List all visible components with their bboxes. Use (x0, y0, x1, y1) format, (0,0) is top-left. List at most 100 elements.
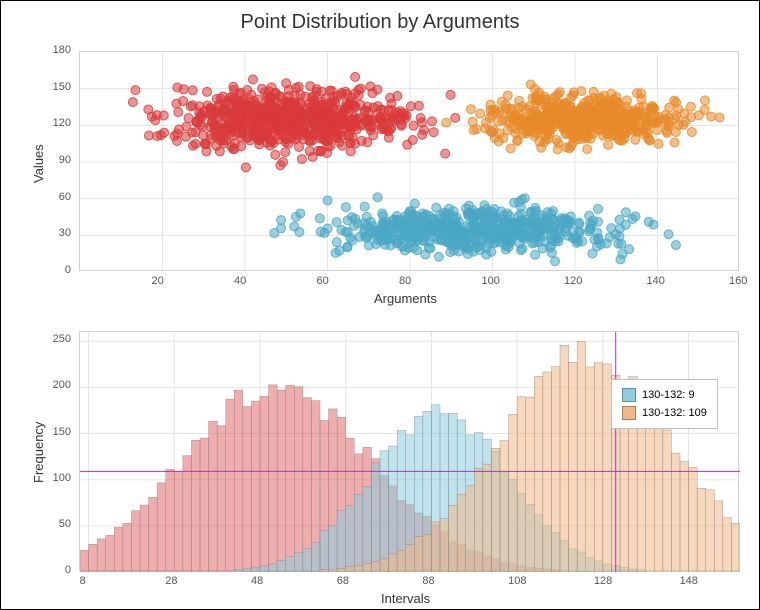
histogram-bar[interactable] (346, 506, 355, 572)
scatter-point[interactable] (471, 225, 480, 234)
scatter-point[interactable] (616, 136, 625, 145)
scatter-point[interactable] (247, 121, 256, 130)
scatter-point[interactable] (224, 97, 233, 106)
histogram-bar[interactable] (363, 487, 372, 572)
scatter-point[interactable] (534, 228, 543, 237)
scatter-point[interactable] (604, 118, 613, 127)
scatter-point[interactable] (604, 140, 613, 149)
scatter-point[interactable] (616, 255, 625, 264)
scatter-point[interactable] (446, 248, 455, 257)
scatter-point[interactable] (253, 95, 262, 104)
scatter-point[interactable] (707, 112, 716, 121)
scatter-point[interactable] (188, 141, 197, 150)
scatter-point[interactable] (567, 142, 576, 151)
scatter-point[interactable] (540, 92, 549, 101)
scatter-point[interactable] (527, 208, 536, 217)
histogram-bar[interactable] (303, 549, 312, 572)
histogram-bar[interactable] (277, 560, 286, 572)
scatter-point[interactable] (256, 118, 265, 127)
scatter-point[interactable] (297, 155, 306, 164)
histogram-bar[interactable] (329, 569, 338, 572)
scatter-point[interactable] (662, 128, 671, 137)
scatter-point[interactable] (508, 221, 517, 230)
scatter-point[interactable] (451, 113, 460, 122)
scatter-point[interactable] (574, 218, 583, 227)
scatter-point[interactable] (596, 240, 605, 249)
scatter-point[interactable] (642, 114, 651, 123)
histogram-bar[interactable] (474, 468, 483, 572)
scatter-point[interactable] (476, 236, 485, 245)
histogram-bar[interactable] (466, 486, 475, 572)
legend-item[interactable]: 130-132: 9 (622, 386, 707, 404)
scatter-point[interactable] (184, 114, 193, 123)
scatter-point[interactable] (555, 224, 564, 233)
scatter-point[interactable] (319, 102, 328, 111)
scatter-point[interactable] (174, 108, 183, 117)
scatter-point[interactable] (321, 129, 330, 138)
scatter-point[interactable] (128, 98, 137, 107)
scatter-point[interactable] (351, 72, 360, 81)
scatter-point[interactable] (607, 105, 616, 114)
scatter-point[interactable] (516, 203, 525, 212)
scatter-point[interactable] (628, 108, 637, 117)
scatter-point[interactable] (354, 91, 363, 100)
scatter-point[interactable] (316, 147, 325, 156)
scatter-point[interactable] (172, 136, 181, 145)
scatter-point[interactable] (284, 100, 293, 109)
histogram-bar[interactable] (500, 441, 509, 572)
histogram-bar[interactable] (329, 525, 338, 572)
histogram-bar[interactable] (560, 345, 569, 572)
histogram-bar[interactable] (431, 522, 440, 572)
scatter-point[interactable] (490, 204, 499, 213)
scatter-point[interactable] (290, 222, 299, 231)
scatter-point[interactable] (196, 120, 205, 129)
scatter-point[interactable] (555, 232, 564, 241)
histogram-bar[interactable] (654, 416, 663, 572)
scatter-point[interactable] (346, 233, 355, 242)
scatter-point[interactable] (271, 150, 280, 159)
scatter-point[interactable] (418, 130, 427, 139)
histogram-bar[interactable] (106, 535, 115, 572)
scatter-point[interactable] (715, 113, 724, 122)
histogram-bar[interactable] (303, 398, 312, 572)
scatter-point[interactable] (315, 214, 324, 223)
scatter-point[interactable] (414, 101, 423, 110)
scatter-point[interactable] (447, 237, 456, 246)
histogram-bar[interactable] (286, 385, 295, 572)
scatter-point[interactable] (552, 135, 561, 144)
scatter-point[interactable] (531, 99, 540, 108)
histogram-bar[interactable] (483, 464, 492, 572)
scatter-point[interactable] (363, 221, 372, 230)
histogram-bar[interactable] (209, 421, 218, 572)
scatter-point[interactable] (522, 118, 531, 127)
histogram-bar[interactable] (234, 570, 243, 572)
histogram-bar[interactable] (337, 568, 346, 572)
histogram-bar[interactable] (251, 568, 260, 572)
histogram-bar[interactable] (440, 519, 449, 572)
scatter-point[interactable] (282, 79, 291, 88)
scatter-point[interactable] (263, 92, 272, 101)
scatter-point[interactable] (538, 244, 547, 253)
histogram-bar[interactable] (174, 471, 183, 572)
scatter-point[interactable] (198, 131, 207, 140)
scatter-point[interactable] (373, 85, 382, 94)
scatter-point[interactable] (379, 106, 388, 115)
histogram-bar[interactable] (243, 569, 252, 572)
scatter-point[interactable] (308, 110, 317, 119)
scatter-point[interactable] (446, 90, 455, 99)
histogram-bar[interactable] (243, 407, 252, 572)
histogram-bar[interactable] (731, 523, 740, 572)
scatter-point[interactable] (343, 242, 352, 251)
histogram-bar[interactable] (363, 563, 372, 572)
scatter-point[interactable] (207, 107, 216, 116)
histogram-bar[interactable] (423, 534, 432, 572)
scatter-point[interactable] (277, 216, 286, 225)
scatter-point[interactable] (551, 257, 560, 266)
histogram-bar[interactable] (140, 505, 149, 572)
histogram-bar[interactable] (320, 570, 329, 572)
scatter-point[interactable] (555, 88, 564, 97)
scatter-point[interactable] (474, 211, 483, 220)
scatter-point[interactable] (620, 128, 629, 137)
histogram-bar[interactable] (354, 494, 363, 572)
scatter-point[interactable] (649, 220, 658, 229)
